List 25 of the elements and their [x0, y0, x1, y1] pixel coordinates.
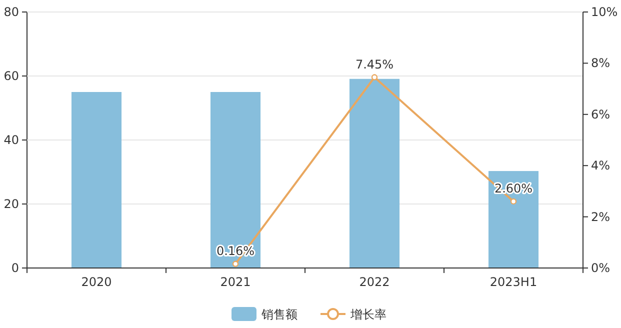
y2-tick-label: 4% — [591, 158, 610, 173]
x-tick-label: 2021 — [220, 275, 251, 289]
point — [510, 198, 517, 205]
y2-tick-label: 6% — [591, 107, 610, 122]
y-tick-label: 40 — [4, 133, 19, 147]
legend-label: 销售额 — [260, 308, 298, 322]
y-tick-label: 20 — [4, 197, 19, 211]
y-tick-label: 80 — [4, 5, 19, 19]
x-tick-label: 2022 — [359, 275, 390, 289]
point — [232, 260, 239, 268]
data-label: 7.45% — [355, 57, 394, 72]
bar — [349, 78, 400, 268]
x-tick-label: 2023H1 — [490, 275, 538, 289]
legend-label: 增长率 — [350, 308, 386, 322]
y-tick-label: 0 — [11, 261, 19, 275]
y2-tick-label: 2% — [591, 210, 610, 224]
y2-tick-label: 10% — [591, 5, 618, 19]
x-tick-label: 2020 — [81, 275, 112, 289]
y2-tick-label: 8% — [591, 56, 610, 70]
y-tick-label: 60 — [4, 69, 19, 83]
point — [371, 74, 378, 80]
y2-tick-label: 0% — [591, 261, 610, 275]
bar — [71, 92, 122, 268]
bar — [210, 92, 261, 268]
bar — [488, 171, 539, 268]
